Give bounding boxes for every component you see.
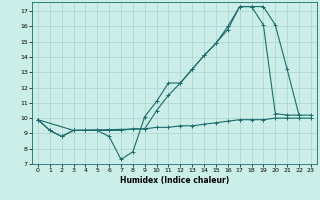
X-axis label: Humidex (Indice chaleur): Humidex (Indice chaleur)	[120, 176, 229, 185]
